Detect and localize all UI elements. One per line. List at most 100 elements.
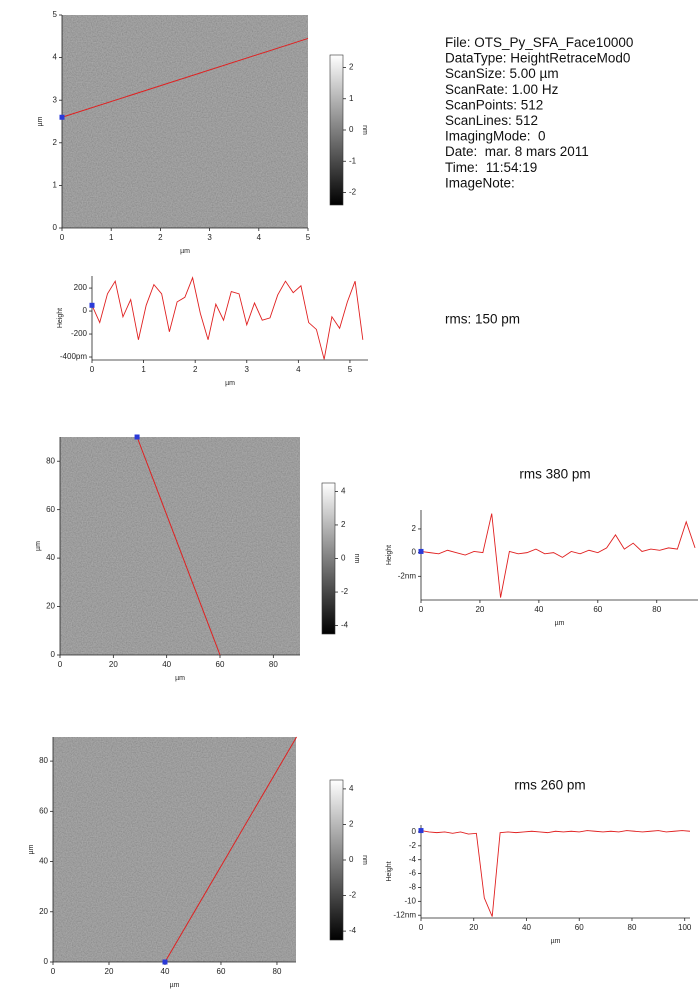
x-tick-label: 4 <box>296 365 301 374</box>
colorbar-tick-label: 4 <box>341 486 346 495</box>
y-tick-label: 0 <box>412 827 417 836</box>
cursor <box>134 434 140 440</box>
y-tick-label: -8 <box>409 883 417 892</box>
colorbar-tick-label: -2 <box>349 891 357 900</box>
x-tick-label: 20 <box>105 967 114 976</box>
scan-info: ScanSize: 5.00 µm <box>445 66 559 81</box>
scan-info: ScanPoints: 512 <box>445 97 543 112</box>
y-tick-label: 0 <box>83 306 88 315</box>
y-tick-label: 1 <box>53 181 58 190</box>
y-tick-label: -200 <box>71 329 88 338</box>
colorbar-tick-label: 2 <box>349 63 354 72</box>
x-tick-label: 40 <box>534 605 543 614</box>
colorbar <box>329 54 344 206</box>
x-tick-label: 20 <box>469 923 478 932</box>
y-tick-label: -400pm <box>60 352 87 361</box>
scan-info: DataType: HeightRetraceMod0 <box>445 51 630 66</box>
cursor <box>418 828 424 834</box>
x-axis-label: µm <box>555 620 565 627</box>
x-tick-label: 60 <box>217 967 226 976</box>
x-tick-label: 5 <box>348 365 353 374</box>
y-tick-label: -2nm <box>398 571 417 580</box>
y-tick-label: -12nm <box>393 910 416 919</box>
x-axis-label: µm <box>225 380 235 387</box>
y-tick-label: 60 <box>46 505 55 514</box>
x-tick-label: 3 <box>245 365 250 374</box>
y-tick-label: 20 <box>39 907 48 916</box>
colorbar-tick-label: -2 <box>349 188 357 197</box>
cursor <box>418 548 424 554</box>
x-tick-label: 0 <box>58 660 63 669</box>
colorbar-label: nm <box>361 855 368 865</box>
y-tick-label: -6 <box>409 869 417 878</box>
colorbar-tick-label: -4 <box>349 926 357 935</box>
y-tick-label: 0 <box>53 223 58 232</box>
cursor <box>89 302 95 308</box>
x-tick-label: 0 <box>419 923 424 932</box>
afm-texture <box>53 737 296 962</box>
colorbar <box>321 482 336 635</box>
colorbar-tick-label: -2 <box>341 587 349 596</box>
cursor <box>162 959 168 965</box>
x-tick-label: 80 <box>273 967 282 976</box>
x-tick-label: 1 <box>109 233 114 242</box>
x-tick-label: 2 <box>158 233 163 242</box>
x-tick-label: 80 <box>652 605 661 614</box>
x-tick-label: 0 <box>51 967 56 976</box>
rms-label: rms 380 pm <box>519 467 590 482</box>
x-tick-label: 40 <box>161 967 170 976</box>
colorbar-tick-label: 0 <box>349 125 354 134</box>
x-tick-label: 0 <box>419 605 424 614</box>
y-tick-label: 40 <box>39 857 48 866</box>
x-tick-label: 5 <box>306 233 311 242</box>
x-axis-label: µm <box>180 248 190 255</box>
y-tick-label: -2 <box>409 841 417 850</box>
y-tick-label: 20 <box>46 602 55 611</box>
x-tick-label: 40 <box>162 660 171 669</box>
scan-info: ImageNote: <box>445 175 515 190</box>
x-tick-label: 80 <box>269 660 278 669</box>
colorbar-tick-label: 0 <box>349 855 354 864</box>
y-tick-label: 200 <box>74 283 88 292</box>
y-tick-label: 40 <box>46 553 55 562</box>
y-axis-label: µm <box>37 116 44 126</box>
scan-info: Time: 11:54:19 <box>445 160 537 175</box>
colorbar-tick-label: 0 <box>341 554 346 563</box>
y-tick-label: 2 <box>412 524 417 533</box>
colorbar-tick-label: 2 <box>341 520 346 529</box>
x-tick-label: 40 <box>522 923 531 932</box>
profile-line <box>61 37 309 118</box>
y-tick-label: 5 <box>53 10 58 19</box>
colorbar-tick-label: -1 <box>349 156 357 165</box>
x-tick-label: 20 <box>475 605 484 614</box>
profile <box>91 276 364 360</box>
colorbar-tick-label: 4 <box>349 784 354 793</box>
x-tick-label: 2 <box>193 365 198 374</box>
y-tick-label: 80 <box>46 456 55 465</box>
colorbar-tick-label: -4 <box>341 621 349 630</box>
y-tick-label: 60 <box>39 806 48 815</box>
scan-info: ScanRate: 1.00 Hz <box>445 82 559 97</box>
y-axis-label: µm <box>35 541 42 551</box>
colorbar-tick-label: 2 <box>349 820 354 829</box>
colorbar-label: nm <box>361 125 368 135</box>
colorbar <box>329 779 344 941</box>
x-tick-label: 0 <box>90 365 95 374</box>
y-axis-label: Height <box>57 308 64 328</box>
x-tick-label: 1 <box>141 365 146 374</box>
y-tick-label: 0 <box>51 650 56 659</box>
x-tick-label: 60 <box>216 660 225 669</box>
x-tick-label: 4 <box>257 233 262 242</box>
y-tick-label: 0 <box>44 957 49 966</box>
x-axis-label: µm <box>551 938 561 945</box>
colorbar-label: nm <box>353 554 360 564</box>
afm-texture <box>60 437 300 655</box>
x-axis-label: µm <box>170 982 180 989</box>
y-tick-label: 2 <box>53 138 58 147</box>
x-tick-label: 0 <box>60 233 65 242</box>
x-tick-label: 80 <box>628 923 637 932</box>
profile <box>420 830 691 917</box>
y-axis-label: µm <box>28 844 35 854</box>
y-tick-label: 0 <box>412 548 417 557</box>
rms-label: rms 260 pm <box>514 778 585 793</box>
